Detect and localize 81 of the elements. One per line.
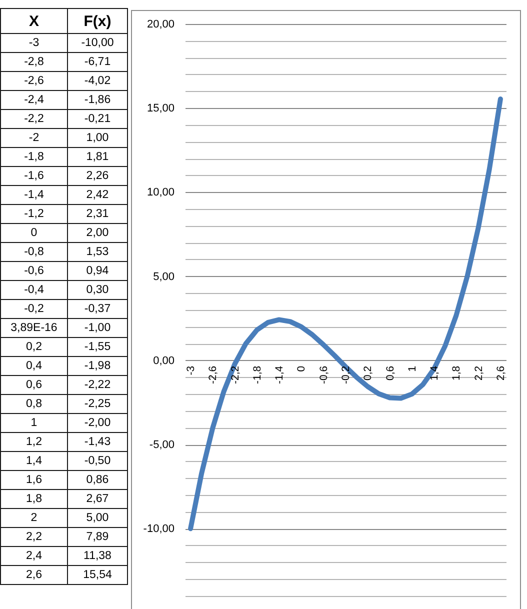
text: 1,4 xyxy=(0,452,68,470)
text: -0,4 xyxy=(0,280,68,300)
text: 7,89 xyxy=(68,528,128,546)
text: -2,4 xyxy=(0,90,68,110)
text: X xyxy=(0,8,68,34)
text: 11,38 xyxy=(68,546,128,566)
y-tick-label: -10,00 xyxy=(143,523,174,536)
x-tick-label: 0,2 xyxy=(362,366,374,381)
text: 1,2 xyxy=(0,432,68,452)
text: 1 xyxy=(0,414,68,432)
text: -1,98 xyxy=(68,356,128,376)
text: 2,42 xyxy=(68,186,128,204)
text: -4,02 xyxy=(68,72,128,90)
text: 3,89E-16 xyxy=(0,318,68,338)
text: 2,00 xyxy=(68,224,128,242)
x-tick-label: 0 xyxy=(296,366,308,372)
x-tick-label: 1,8 xyxy=(450,366,463,381)
text: 1,00 xyxy=(68,128,128,148)
text: -2,25 xyxy=(68,394,128,414)
text: 1,81 xyxy=(68,148,128,166)
x-tick-label: -2,6 xyxy=(207,366,220,384)
text: -1,55 xyxy=(68,338,128,356)
text: 2,31 xyxy=(68,204,128,224)
text: 0,4 xyxy=(0,356,68,376)
y-tick-label: -5,00 xyxy=(149,439,174,452)
x-tick-label: -3 xyxy=(185,366,198,376)
text: -0,50 xyxy=(68,452,128,470)
x-tick-label: 0,6 xyxy=(384,366,396,381)
x-tick-label: -0,2 xyxy=(340,366,352,384)
x-tick-label: -0,6 xyxy=(318,366,330,384)
text: -1,8 xyxy=(0,148,68,166)
y-tick-label: 5,00 xyxy=(153,270,174,283)
text: 2,67 xyxy=(68,490,128,508)
text: -2,00 xyxy=(68,414,128,432)
x-tick-label: 2,2 xyxy=(472,366,485,381)
y-tick-label: 15,00 xyxy=(146,102,174,115)
text: -1,00 xyxy=(68,318,128,338)
y-tick-label: 20,00 xyxy=(146,18,174,30)
text: 0,30 xyxy=(68,280,128,300)
text: -2,8 xyxy=(0,52,68,72)
text: -1,6 xyxy=(0,166,68,186)
x-tick-label: -1,4 xyxy=(274,366,286,384)
text: -3 xyxy=(0,34,68,52)
text: -2 xyxy=(0,128,68,148)
text: 0,94 xyxy=(68,262,128,280)
text: -10,00 xyxy=(68,34,128,52)
x-tick-label: 1,4 xyxy=(428,366,441,381)
text: 0,8 xyxy=(0,394,68,414)
text: 1,53 xyxy=(68,242,128,262)
y-tick-label: 0,00 xyxy=(153,354,174,367)
text: 1,8 xyxy=(0,490,68,508)
text: 5,00 xyxy=(68,508,128,528)
text: 1,6 xyxy=(0,470,68,490)
text: -1,43 xyxy=(68,432,128,452)
text: -2,6 xyxy=(0,72,68,90)
text: -0,37 xyxy=(68,300,128,318)
text: -1,86 xyxy=(68,90,128,110)
text: -2,22 xyxy=(68,376,128,394)
x-tick-label: -1,8 xyxy=(251,366,264,384)
text: 0,2 xyxy=(0,338,68,356)
text: -1,4 xyxy=(0,186,68,204)
text: -0,8 xyxy=(0,242,68,262)
text: -2,2 xyxy=(0,110,68,128)
x-tick-label: 2,6 xyxy=(494,366,507,381)
text: 2,2 xyxy=(0,528,68,546)
text: -1,2 xyxy=(0,204,68,224)
text: 2,26 xyxy=(68,166,128,186)
text: 15,54 xyxy=(68,566,128,584)
text: -0,2 xyxy=(0,300,68,318)
text: -6,71 xyxy=(68,52,128,72)
text: F(x) xyxy=(68,8,128,34)
text: 2,6 xyxy=(0,566,68,584)
text: -0,6 xyxy=(0,262,68,280)
x-tick-label: -2,2 xyxy=(229,366,242,384)
x-tick-label: 1 xyxy=(406,366,418,372)
text: 0 xyxy=(0,224,68,242)
text: 2,4 xyxy=(0,546,68,566)
y-tick-label: 10,00 xyxy=(146,186,174,199)
text: 2 xyxy=(0,508,68,528)
text: 0,86 xyxy=(68,470,128,490)
text: -0,21 xyxy=(68,110,128,128)
